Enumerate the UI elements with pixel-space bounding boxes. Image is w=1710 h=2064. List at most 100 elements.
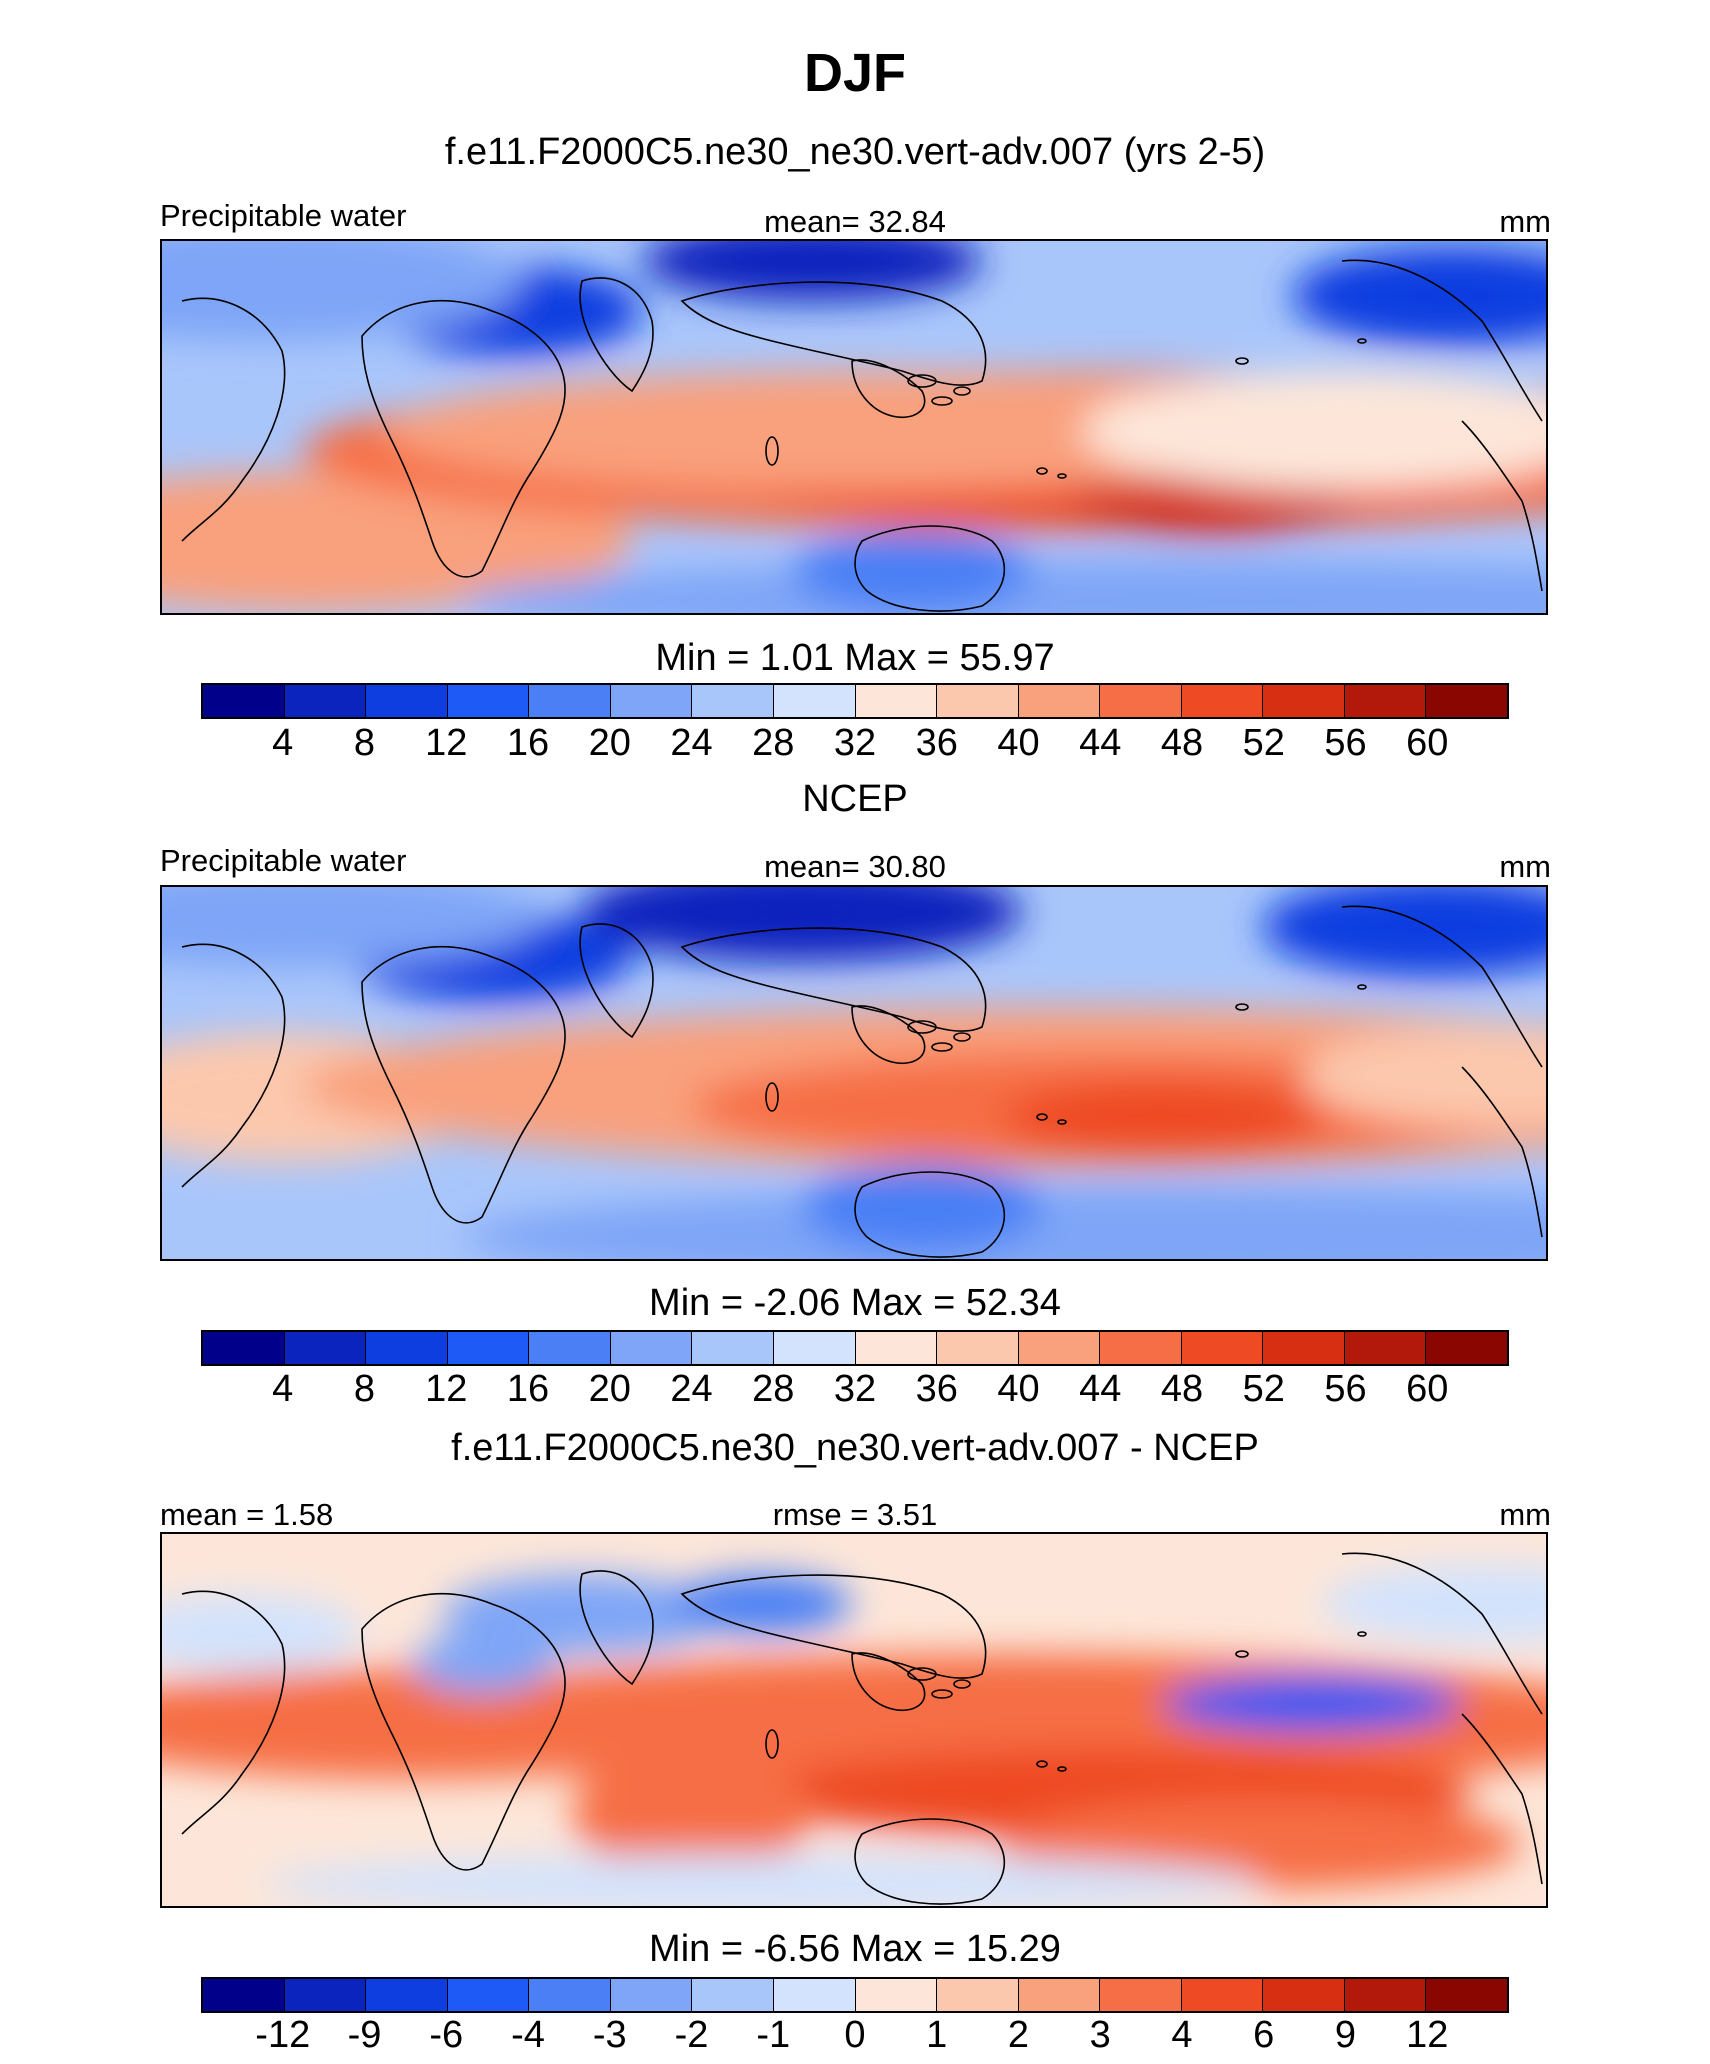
- island-outline: [1357, 338, 1367, 344]
- island-outline: [953, 386, 971, 396]
- colorbar-swatch: [855, 1332, 938, 1364]
- coastline: [579, 1570, 654, 1686]
- panel-3-title: f.e11.F2000C5.ne30_ne30.vert-adv.007 - N…: [451, 1427, 1259, 1469]
- colorbar-tick-label: 8: [353, 1368, 376, 1410]
- colorbar-swatch: [692, 1979, 774, 2011]
- island-outline: [931, 396, 953, 406]
- colorbar-tick-label: 40: [997, 1368, 1040, 1410]
- island-outline: [907, 1020, 937, 1034]
- colorbar-tick-label: 44: [1079, 722, 1122, 764]
- colorbar-swatch: [1181, 685, 1264, 717]
- colorbar-tick-label: 60: [1406, 1368, 1449, 1410]
- colorbar-swatch: [937, 1332, 1019, 1364]
- colorbar-swatch: [1263, 1332, 1345, 1364]
- contour-region: [802, 1162, 1042, 1252]
- island-outline: [931, 1689, 953, 1699]
- colorbar-tick-label: 44: [1079, 1368, 1122, 1410]
- colorbar-tick-label: 4: [272, 722, 294, 764]
- colorbar-swatch: [1426, 1332, 1507, 1364]
- colorbar-tick-label: -2: [674, 2014, 709, 2056]
- panel-1-colorbar: [201, 683, 1509, 719]
- colorbar-tick-label: 52: [1242, 722, 1285, 764]
- colorbar-tick-label: 60: [1406, 722, 1449, 764]
- contour-region: [672, 1574, 852, 1634]
- colorbar-tick-label: 36: [915, 1368, 958, 1410]
- colorbar-tick-label: 40: [997, 722, 1040, 764]
- colorbar-tick-label: 1: [926, 2014, 948, 2056]
- panel-2-map: [160, 885, 1548, 1261]
- island-outline: [931, 1042, 953, 1052]
- colorbar-swatch: [203, 1979, 285, 2011]
- contour-region: [1302, 1027, 1546, 1127]
- island-outline: [765, 1082, 779, 1112]
- panel-3-colorbar-ticks: -12 -9 -6 -4 -3 -2 -1 0 1 2 3 4 6 9 12: [201, 2014, 1509, 2058]
- colorbar-swatch: [447, 1332, 530, 1364]
- colorbar-swatch: [1100, 685, 1182, 717]
- contour-region: [162, 241, 522, 341]
- coastline: [680, 1574, 987, 1679]
- panel-2-colorbar: [201, 1330, 1509, 1366]
- colorbar-tick-label: 4: [1171, 2014, 1193, 2056]
- coastline: [1341, 905, 1543, 1068]
- panel-3-units-label: mm: [1499, 1497, 1551, 1532]
- colorbar-tick-label: -9: [347, 2014, 382, 2056]
- coastline: [680, 927, 987, 1032]
- coastline: [851, 359, 926, 418]
- island-outline: [1235, 357, 1249, 365]
- panel-1-colorbar-ticks: 4 8 12 16 20 24 28 32 36 40 44 48 52 56 60: [201, 722, 1509, 766]
- panel-2-title: NCEP: [802, 778, 908, 820]
- colorbar-tick-label: 2: [1007, 2014, 1030, 2056]
- colorbar-swatch: [1018, 685, 1101, 717]
- colorbar-swatch: [610, 685, 693, 717]
- coastline: [181, 943, 286, 1188]
- colorbar-swatch: [447, 1979, 530, 2011]
- colorbar-swatch: [610, 1332, 693, 1364]
- coastline: [854, 1171, 1006, 1258]
- island-outline: [1057, 473, 1067, 479]
- colorbar-swatch: [773, 685, 856, 717]
- colorbar-tick-label: -1: [756, 2014, 791, 2056]
- coastline: [854, 525, 1006, 612]
- colorbar-swatch: [1181, 1979, 1264, 2011]
- colorbar-tick-label: 32: [833, 722, 877, 764]
- colorbar-swatch: [1263, 685, 1345, 717]
- colorbar-swatch: [1426, 685, 1507, 717]
- coastlines: [181, 1552, 1543, 1905]
- island-outline: [1057, 1119, 1067, 1125]
- colorbar-swatch: [1344, 685, 1427, 717]
- colorbar-swatch: [692, 1332, 774, 1364]
- island-outline: [1235, 1003, 1249, 1011]
- colorbar-swatch: [773, 1979, 856, 2011]
- colorbar-tick-label: -6: [429, 2014, 464, 2056]
- colorbar-swatch: [203, 1332, 285, 1364]
- panel-3-colorbar: [201, 1977, 1509, 2013]
- panel-2-min-max: Min = -2.06 Max = 52.34: [649, 1282, 1061, 1324]
- panel-3-min-max: Min = -6.56 Max = 15.29: [649, 1928, 1061, 1970]
- panel-2-variable-label: Precipitable water: [160, 843, 407, 878]
- island-outline: [1357, 984, 1367, 990]
- coastline: [579, 277, 654, 393]
- colorbar-tick-label: 8: [353, 722, 376, 764]
- colorbar-swatch: [1426, 1979, 1507, 2011]
- colorbar-tick-label: 48: [1160, 722, 1204, 764]
- colorbar-swatch: [937, 1979, 1019, 2011]
- colorbar-swatch: [1344, 1332, 1427, 1364]
- colorbar-swatch: [855, 685, 938, 717]
- colorbar-tick-label: 24: [670, 1368, 713, 1410]
- island-outline: [907, 1667, 937, 1681]
- panel-2-colorbar-ticks: 4 8 12 16 20 24 28 32 36 40 44 48 52 56 60: [201, 1368, 1509, 1412]
- contour-region: [162, 1594, 362, 1674]
- contour-region: [1322, 1564, 1546, 1644]
- island-outline: [1036, 1113, 1048, 1121]
- island-outline: [1357, 1631, 1367, 1637]
- colorbar-tick-label: -12: [255, 2014, 311, 2056]
- colorbar-tick-label: 0: [844, 2014, 866, 2056]
- coastline: [181, 1590, 286, 1835]
- colorbar-swatch: [610, 1979, 693, 2011]
- coastline: [361, 300, 566, 578]
- colorbar-swatch: [1181, 1332, 1264, 1364]
- colorbar-tick-label: 28: [752, 1368, 795, 1410]
- contour-region: [262, 1854, 1262, 1906]
- panel-3-map: [160, 1532, 1548, 1908]
- coastline: [1461, 1066, 1543, 1238]
